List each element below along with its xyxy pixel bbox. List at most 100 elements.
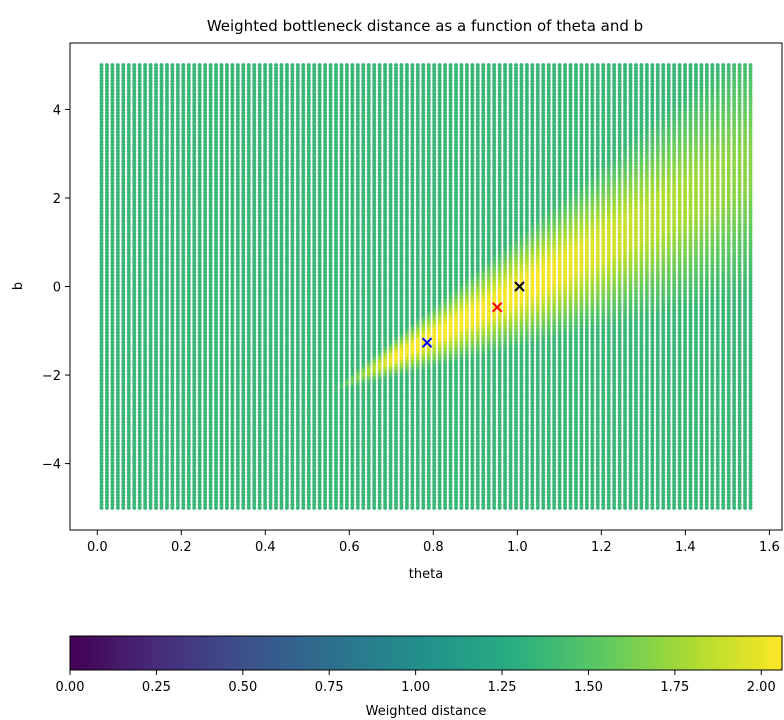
scatter-point: [115, 413, 120, 418]
scatter-point: [115, 438, 120, 443]
scatter-point: [99, 88, 104, 93]
scatter-point: [274, 63, 279, 68]
scatter-point: [99, 75, 104, 80]
scatter-point: [110, 114, 115, 119]
scatter-point: [104, 458, 109, 463]
scatter-point: [115, 82, 120, 87]
scatter-point: [115, 292, 120, 297]
scatter-point: [110, 219, 115, 224]
scatter-point: [99, 289, 104, 294]
scatter-point: [104, 123, 109, 128]
scatter-point: [110, 438, 115, 443]
scatter-point: [104, 91, 109, 96]
scatter-point: [104, 222, 109, 227]
scatter-point: [115, 139, 120, 144]
scatter-point: [99, 327, 104, 332]
scatter-point: [104, 317, 109, 322]
scatter-point: [164, 63, 169, 68]
scatter-point: [115, 282, 120, 287]
scatter-point: [99, 168, 104, 173]
scatter-point: [104, 206, 109, 211]
scatter-point: [115, 155, 120, 160]
scatter-point: [175, 63, 180, 68]
scatter-point: [115, 94, 120, 99]
scatter-point: [110, 82, 115, 87]
scatter-point: [110, 324, 115, 329]
scatter-point: [99, 257, 104, 262]
scatter-point: [104, 330, 109, 335]
scatter-point: [99, 489, 104, 494]
scatter-point: [115, 378, 120, 383]
scatter-point: [110, 365, 115, 370]
scatter-point: [110, 142, 115, 147]
scatter-point: [115, 130, 120, 135]
scatter-point: [104, 279, 109, 284]
scatter-point: [99, 403, 104, 408]
scatter-point: [110, 416, 115, 421]
scatter-point: [115, 337, 120, 342]
scatter-point: [99, 149, 104, 154]
scatter-point: [115, 432, 120, 437]
scatter-point: [104, 423, 109, 428]
scatter-point: [110, 126, 115, 131]
scatter-point: [104, 451, 109, 456]
scatter-point: [104, 171, 109, 176]
scatter-point: [115, 372, 120, 377]
scatter-point: [99, 212, 104, 217]
scatter-point: [115, 104, 120, 109]
scatter-point: [99, 91, 104, 96]
scatter-point: [99, 368, 104, 373]
scatter-point: [104, 419, 109, 424]
scatter-point: [115, 330, 120, 335]
scatter-point: [104, 190, 109, 195]
scatter-point: [115, 126, 120, 131]
scatter-point: [110, 91, 115, 96]
scatter-point: [104, 149, 109, 154]
scatter-point: [99, 317, 104, 322]
scatter-point: [115, 251, 120, 256]
plot-area: [99, 63, 753, 510]
scatter-point: [110, 384, 115, 389]
scatter-point: [104, 165, 109, 170]
scatter-point: [99, 174, 104, 179]
scatter-point: [99, 216, 104, 221]
scatter-point: [99, 493, 104, 498]
scatter-point: [110, 302, 115, 307]
scatter-point: [104, 196, 109, 201]
scatter-point: [99, 63, 104, 68]
scatter-point: [104, 184, 109, 189]
scatter-point: [110, 388, 115, 393]
scatter-point: [110, 216, 115, 221]
scatter-point: [110, 238, 115, 243]
scatter-point: [170, 63, 175, 68]
scatter-point: [110, 429, 115, 434]
scatter-point: [137, 63, 142, 68]
scatter-point: [115, 145, 120, 150]
scatter-point: [99, 343, 104, 348]
scatter-point: [99, 203, 104, 208]
scatter-point: [110, 442, 115, 447]
scatter-point: [110, 263, 115, 268]
scatter-point: [99, 158, 104, 163]
scatter-point: [110, 448, 115, 453]
scatter-point: [104, 263, 109, 268]
scatter-point: [110, 228, 115, 233]
scatter-point: [115, 110, 120, 115]
scatter-point: [115, 295, 120, 300]
scatter-point: [115, 489, 120, 494]
scatter-point: [110, 244, 115, 249]
scatter-point: [110, 273, 115, 278]
scatter-point: [208, 63, 213, 68]
scatter-point: [110, 276, 115, 281]
scatter-point: [104, 216, 109, 221]
scatter-point: [104, 130, 109, 135]
scatter-point: [104, 346, 109, 351]
scatter-point: [104, 340, 109, 345]
scatter-point: [115, 133, 120, 138]
scatter-point: [110, 403, 115, 408]
scatter-point: [110, 231, 115, 236]
scatter-point: [104, 110, 109, 115]
chart-title: Weighted bottleneck distance as a functi…: [207, 17, 643, 35]
scatter-point: [219, 63, 224, 68]
scatter-point: [115, 305, 120, 310]
